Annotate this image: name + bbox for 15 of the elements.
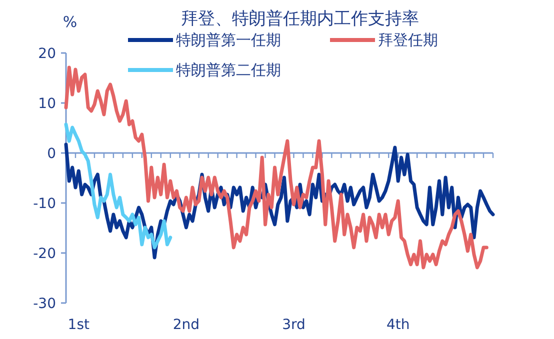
y-tick-label: 20	[38, 46, 56, 62]
legend-label: 特朗普第二任期	[176, 61, 281, 79]
chart-title: 拜登、特朗普任期内工作支持率	[181, 9, 419, 29]
y-axis-title: %	[62, 13, 78, 31]
y-tick-label: -20	[33, 246, 56, 262]
x-tick-label: 1st	[68, 317, 90, 333]
y-tick-label: -10	[33, 196, 56, 212]
x-tick-label: 4th	[386, 317, 410, 333]
y-tick-label: 10	[38, 96, 56, 112]
legend-label: 拜登任期	[378, 31, 438, 49]
y-tick-label: 0	[47, 146, 56, 162]
y-tick-label: -30	[33, 296, 56, 312]
x-tick-label: 3rd	[282, 317, 306, 333]
x-tick-label: 2nd	[172, 317, 200, 333]
legend-label: 特朗普第一任期	[176, 31, 281, 49]
